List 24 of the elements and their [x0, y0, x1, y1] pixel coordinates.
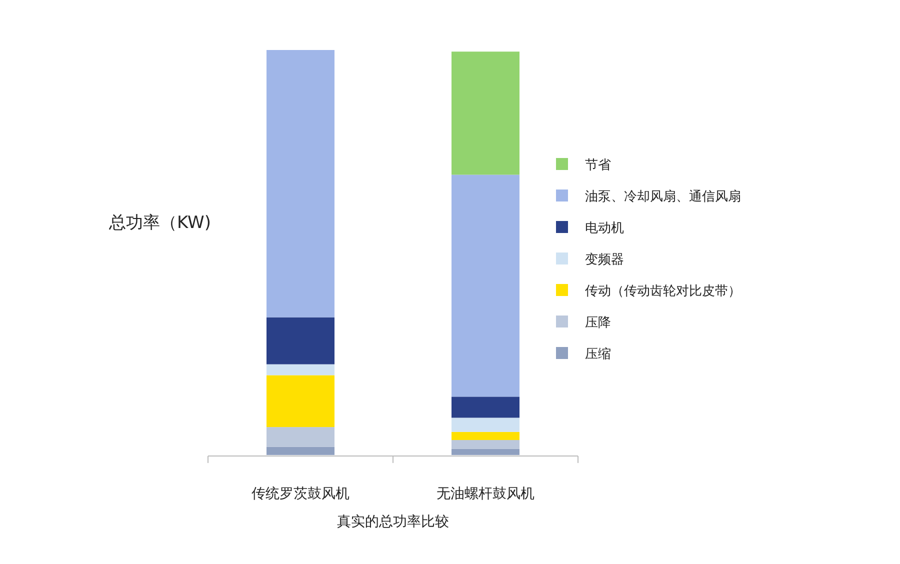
- x-axis-title: 真实的总功率比较: [337, 514, 449, 530]
- legend-label: 节省: [585, 158, 611, 173]
- bar: [452, 418, 520, 432]
- bar: [452, 396, 520, 418]
- bar: [452, 52, 520, 175]
- bar: [452, 448, 520, 455]
- bar: [266, 364, 334, 376]
- legend-label: 传动（传动齿轮对比皮带）: [585, 284, 741, 299]
- bar: [266, 375, 334, 428]
- legend-label: 电动机: [585, 221, 624, 236]
- bar: [452, 432, 520, 440]
- x-tick-label: 无油螺杆鼓风机: [436, 486, 534, 502]
- legend-label: 变频器: [585, 252, 624, 268]
- legend-label: 压降: [585, 316, 611, 330]
- bar: [452, 440, 520, 449]
- legend-label: 油泵、冷却风扇、通信风扇: [585, 188, 741, 204]
- bar: [452, 174, 520, 397]
- x-tick-label: 传统罗茨鼓风机: [252, 486, 350, 502]
- bar: [266, 446, 334, 455]
- bar: [266, 427, 334, 447]
- legend-label: 压缩: [585, 347, 611, 362]
- bar: [266, 50, 334, 318]
- y-axis-title: 总功率（KW): [108, 213, 211, 233]
- bar: [266, 317, 334, 364]
